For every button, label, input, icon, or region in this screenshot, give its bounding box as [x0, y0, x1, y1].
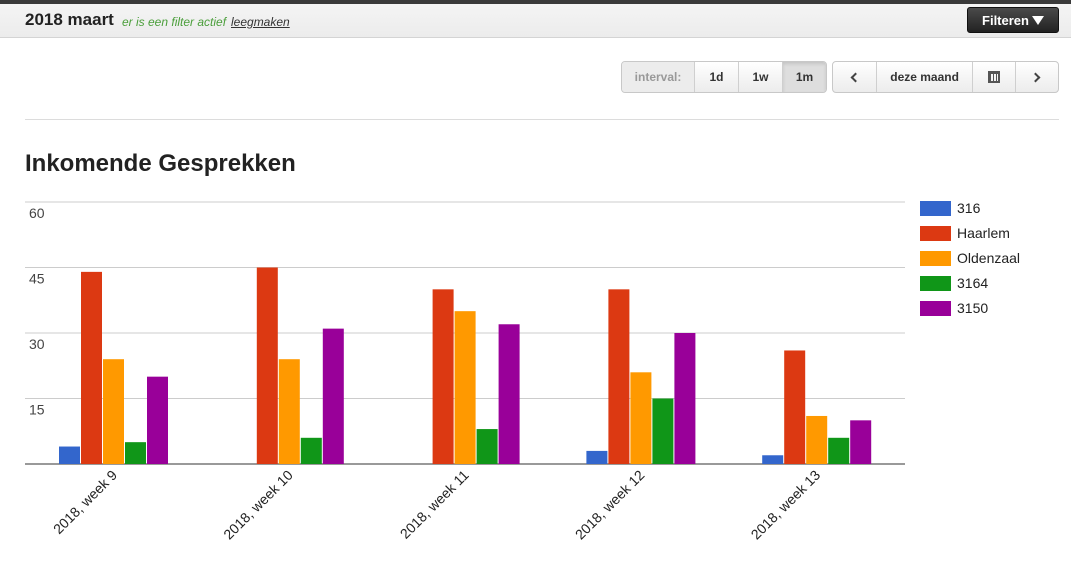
- period-title: 2018 maart: [25, 10, 114, 29]
- bar-oldenzaal: [278, 359, 300, 464]
- bar-3164: [652, 398, 674, 464]
- calendar-button[interactable]: [972, 62, 1015, 92]
- y-tick-label: 60: [29, 205, 45, 221]
- funnel-icon: [1031, 16, 1044, 25]
- filter-button[interactable]: Filteren: [967, 7, 1059, 33]
- legend-label: 3150: [957, 300, 989, 316]
- bar-oldenzaal: [103, 359, 124, 464]
- interval-1m-button[interactable]: 1m: [782, 62, 826, 92]
- calendar-icon: [988, 71, 1001, 83]
- legend-swatch: [920, 201, 951, 216]
- bar-3150: [498, 324, 520, 464]
- clear-filter-link[interactable]: leegmaken: [231, 15, 290, 29]
- bar-3150: [674, 333, 696, 464]
- y-tick-label: 45: [29, 271, 45, 287]
- bar-316: [586, 450, 608, 464]
- next-period-button[interactable]: [1015, 62, 1058, 92]
- period-navigation: deze maand: [832, 61, 1059, 93]
- legend-swatch: [920, 226, 951, 241]
- x-tick-label: 2018, week 12: [572, 467, 648, 543]
- bar-316: [59, 446, 80, 464]
- bar-3150: [850, 420, 872, 464]
- legend-swatch: [920, 251, 951, 266]
- interval-1d-button[interactable]: 1d: [694, 62, 738, 92]
- bar-3150: [147, 376, 168, 464]
- y-tick-label: 15: [29, 402, 45, 418]
- x-tick-label: 2018, week 9: [50, 467, 120, 537]
- bar-oldenzaal: [630, 372, 652, 464]
- bar-haarlem: [81, 271, 102, 464]
- x-tick-label: 2018, week 13: [748, 467, 824, 543]
- filter-active-note: er is een filter actief: [122, 15, 227, 29]
- top-border: [0, 0, 1071, 4]
- bar-3164: [300, 437, 322, 464]
- y-tick-label: 30: [29, 336, 45, 352]
- chart-title: Inkomende Gesprekken: [25, 150, 296, 177]
- legend-swatch: [920, 276, 951, 291]
- bar-haarlem: [432, 289, 454, 464]
- legend-label: 3164: [957, 275, 989, 291]
- legend-label: Oldenzaal: [957, 250, 1021, 266]
- bar-3150: [322, 328, 344, 464]
- bar-haarlem: [784, 350, 806, 464]
- x-tick-label: 2018, week 11: [397, 467, 472, 542]
- bar-oldenzaal: [454, 311, 476, 464]
- current-period-button[interactable]: deze maand: [875, 62, 973, 92]
- legend-label: 316: [957, 200, 981, 216]
- bar-haarlem: [608, 289, 630, 464]
- interval-1w-button[interactable]: 1w: [738, 62, 782, 92]
- bar-3164: [476, 429, 498, 464]
- legend-swatch: [920, 301, 951, 316]
- divider: [25, 119, 1059, 120]
- bar-oldenzaal: [806, 415, 828, 464]
- bar-3164: [828, 437, 850, 464]
- interval-selector: interval: 1d 1w 1m: [621, 61, 827, 93]
- bar-3164: [125, 442, 146, 464]
- bar-haarlem: [256, 267, 278, 464]
- bar-316: [762, 455, 784, 464]
- filter-button-label: Filteren: [982, 12, 1029, 28]
- x-tick-label: 2018, week 10: [220, 467, 296, 543]
- legend-label: Haarlem: [957, 225, 1010, 241]
- interval-label: interval:: [622, 62, 694, 92]
- filter-bar: 2018 maart er is een filter actief leegm…: [0, 4, 1071, 38]
